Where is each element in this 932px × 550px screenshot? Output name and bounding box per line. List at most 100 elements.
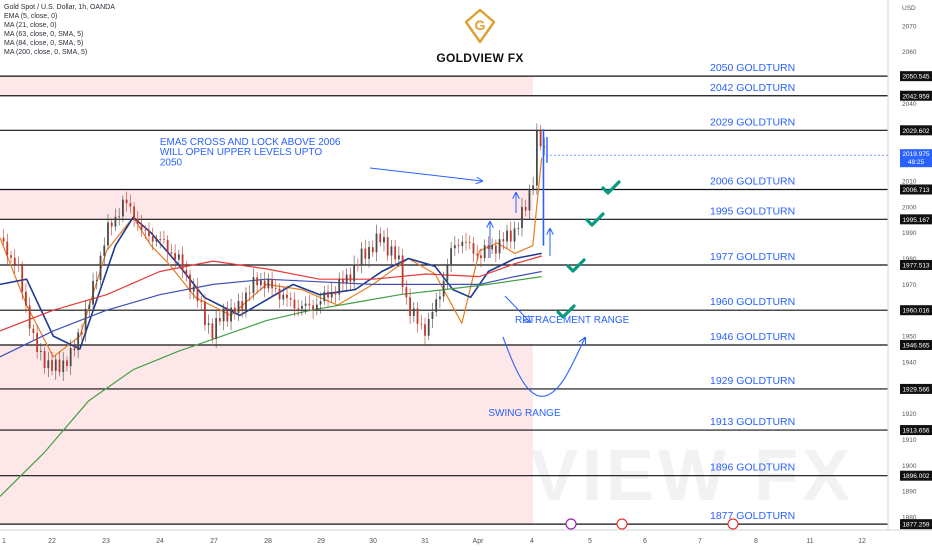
candle-body-74 (278, 288, 281, 300)
candle-body-41 (155, 239, 158, 242)
price-tick-3: 2040 (902, 101, 917, 108)
price-tick-9: 1980 (902, 256, 917, 263)
annotation-text-0: EMA5 CROSS AND LOCK ABOVE 2006 (160, 137, 341, 148)
event-marker-2 (727, 518, 739, 530)
supply-demand-zones (0, 76, 533, 525)
candle-body-109 (409, 297, 411, 317)
price-axis: USD2070206020502040203020202010200019901… (546, 0, 932, 550)
time-tick-0: 1 (2, 538, 6, 545)
candle-body-121 (453, 245, 456, 249)
candle-body-12 (47, 360, 50, 369)
candle-body-40 (151, 236, 154, 242)
candle-body-42 (159, 239, 162, 241)
price-tick-7: 2000 (902, 204, 917, 211)
candle-body-8 (32, 328, 35, 334)
time-tick-6: 28 (264, 538, 272, 545)
time-axis: 1 22 23 24 27 28 29 30 31 Apr 4 5 6 7 8 11 12 (0, 518, 932, 550)
candle-body-11 (43, 350, 46, 369)
candle-body-104 (390, 246, 393, 256)
candle-body-100 (375, 233, 378, 253)
candle-body-69 (259, 280, 262, 286)
candle-body-51 (192, 286, 195, 292)
logo-letter: G (475, 17, 486, 33)
candle-body-93 (349, 274, 352, 282)
candle-body-29 (110, 222, 113, 227)
candle-body-122 (457, 245, 460, 247)
candle-body-6 (25, 291, 27, 306)
candle-body-77 (289, 298, 292, 300)
candle-body-78 (293, 299, 296, 309)
event-marker-0 (565, 518, 577, 530)
time-axis-bg (0, 530, 932, 550)
candle-body-86 (323, 291, 326, 302)
candle-body-128 (480, 255, 482, 258)
candle-body-67 (252, 277, 255, 294)
candle-body-33 (125, 199, 128, 204)
level-tag-bg-11 (900, 519, 932, 530)
candle-body-140 (524, 206, 527, 211)
candle-body-103 (386, 237, 389, 256)
indicator-ma84[interactable]: MA (84, close, 0, SMA, 5) (4, 40, 84, 47)
level-label-5: 1977 GOLDTURN (710, 251, 795, 263)
candle-body-95 (356, 264, 359, 266)
indicator-ema5[interactable]: EMA (5, close, 0) (4, 13, 58, 20)
level-tag-bg-1 (900, 90, 932, 101)
level-tag-3: 2006.713 (902, 187, 929, 194)
candle-body-57 (215, 318, 218, 339)
candle-body-129 (483, 245, 486, 258)
candle-body-90 (338, 279, 341, 295)
candle-body-71 (267, 278, 270, 289)
candle-body-49 (185, 270, 188, 275)
indicator-ma200[interactable]: MA (200, close, 0, SMA, 5) (4, 49, 88, 56)
candle-body-64 (241, 301, 244, 311)
level-tag-7: 1946.565 (902, 342, 929, 349)
series-line-ma63 (0, 255, 542, 332)
level-tag-bg-8 (900, 383, 932, 394)
goldturn-levels: 2050 GOLDTURN 2042 GOLDTURN 2029 GOLDTURN 2… (0, 62, 888, 525)
candle-body-19 (73, 348, 76, 351)
candle-body-79 (297, 308, 300, 310)
candle-body-52 (196, 286, 199, 301)
candle-body-47 (177, 254, 180, 260)
level-label-10: 1896 GOLDTURN (710, 462, 795, 474)
candle-body-5 (21, 265, 24, 292)
level-tag-bg-3 (900, 184, 932, 195)
zone-2 (0, 344, 533, 525)
candle-body-70 (263, 280, 266, 289)
candle-body-99 (371, 247, 374, 253)
candle-body-96 (360, 248, 363, 265)
candle-body-62 (233, 307, 236, 313)
candle-body-66 (248, 292, 251, 294)
countdown-tag: 48:25 (908, 159, 925, 166)
price-tick-8: 1990 (902, 230, 917, 237)
candle-body-65 (245, 292, 247, 311)
candle-body-80 (301, 305, 303, 309)
candle-body-24 (92, 280, 94, 305)
candle-body-125 (468, 242, 471, 244)
indicator-ma63[interactable]: MA (63, close, 0, SMA, 5) (4, 31, 84, 38)
brand-logo: G GOLDVIEW FX (430, 8, 530, 65)
candle-body-133 (498, 239, 501, 254)
candle-body-94 (353, 264, 356, 282)
candle-body-139 (521, 206, 523, 228)
time-tick-9: 31 (421, 538, 429, 545)
level-tag-bg-5 (900, 259, 932, 270)
checkmark-icon-3 (556, 304, 576, 319)
level-label-7: 1946 GOLDTURN (710, 331, 795, 343)
candle-body-110 (412, 308, 415, 317)
time-tick-3: 24 (156, 538, 164, 545)
candle-body-2 (10, 255, 12, 258)
candle-body-98 (368, 247, 370, 259)
level-tag-0: 2050.545 (902, 74, 929, 81)
annotation-text-2: 2050 (160, 157, 183, 168)
price-tick-1: 2060 (902, 49, 917, 56)
candle-body-22 (84, 308, 87, 335)
time-tick-7: 29 (317, 538, 325, 545)
level-label-3: 2006 GOLDTURN (710, 175, 795, 187)
indicator-ma21[interactable]: MA (21, close, 0) (4, 22, 57, 29)
currency-label: USD (902, 5, 916, 12)
candle-body-1 (6, 241, 9, 256)
candle-body-144 (539, 130, 542, 147)
